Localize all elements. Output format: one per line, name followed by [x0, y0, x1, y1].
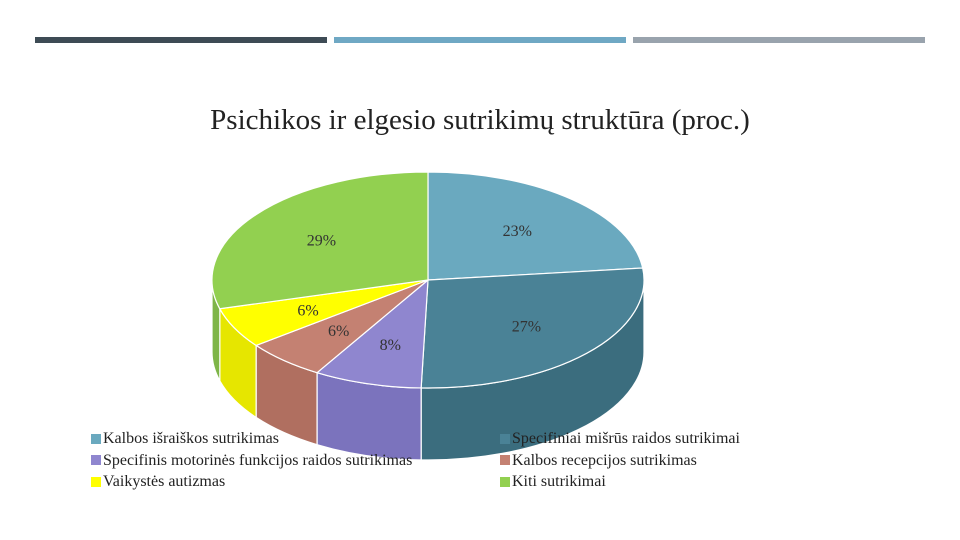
pie-slice-1: [420, 267, 645, 389]
legend-label: Specifiniai mišrūs raidos sutrikimai: [512, 430, 740, 447]
pie-slice-2: [315, 278, 429, 389]
legend-swatch: [500, 433, 510, 444]
legend-item-left-0: Kalbos išraiškos sutrikimas: [91, 428, 412, 450]
header-accent-bar-dark: [35, 37, 327, 43]
legend-swatch: [500, 455, 510, 466]
legend-swatch: [500, 476, 510, 487]
legend-label: Vaikystės autizmas: [103, 473, 226, 490]
pie-data-label-1: 27%: [512, 318, 541, 335]
legend-item-right-1: Kalbos recepcijos sutrikimas: [500, 450, 740, 472]
legend-left-column: Kalbos išraiškos sutrikimas Specifinis mo…: [91, 428, 412, 493]
pie-data-label-4: 6%: [297, 303, 318, 320]
pie-data-label-2: 8%: [380, 337, 401, 354]
pie-slice-0: [427, 171, 644, 281]
pie-slice-5: [211, 171, 429, 310]
legend-swatch: [91, 455, 101, 466]
legend-item-left-1: Specifinis motorinės funkcijos raidos su…: [91, 450, 412, 472]
legend-label: Kalbos išraiškos sutrikimas: [103, 430, 279, 447]
pie-data-label-0: 23%: [503, 223, 532, 240]
pie-data-label-3: 6%: [328, 323, 349, 340]
legend-right-column: Specifiniai mišrūs raidos sutrikimai Kalb…: [500, 428, 740, 493]
legend-item-left-2: Vaikystės autizmas: [91, 471, 412, 493]
legend-swatch: [91, 476, 101, 487]
pie-data-label-5: 29%: [307, 232, 336, 249]
legend-item-right-0: Specifiniai mišrūs raidos sutrikimai: [500, 428, 740, 450]
legend-label: Kalbos recepcijos sutrikimas: [512, 451, 697, 469]
legend-swatch: [91, 433, 101, 444]
chart-title: Psichikos ir elgesio sutrikimų struktūra…: [210, 104, 750, 136]
legend-item-right-2: Kiti sutrikimai: [500, 471, 740, 493]
legend-label: Specifinis motorinės funkcijos raidos su…: [103, 451, 413, 469]
header-accent-bar-gray: [633, 37, 925, 43]
legend-label: Kiti sutrikimai: [512, 473, 606, 490]
header-accent-bar-blue: [334, 37, 626, 43]
